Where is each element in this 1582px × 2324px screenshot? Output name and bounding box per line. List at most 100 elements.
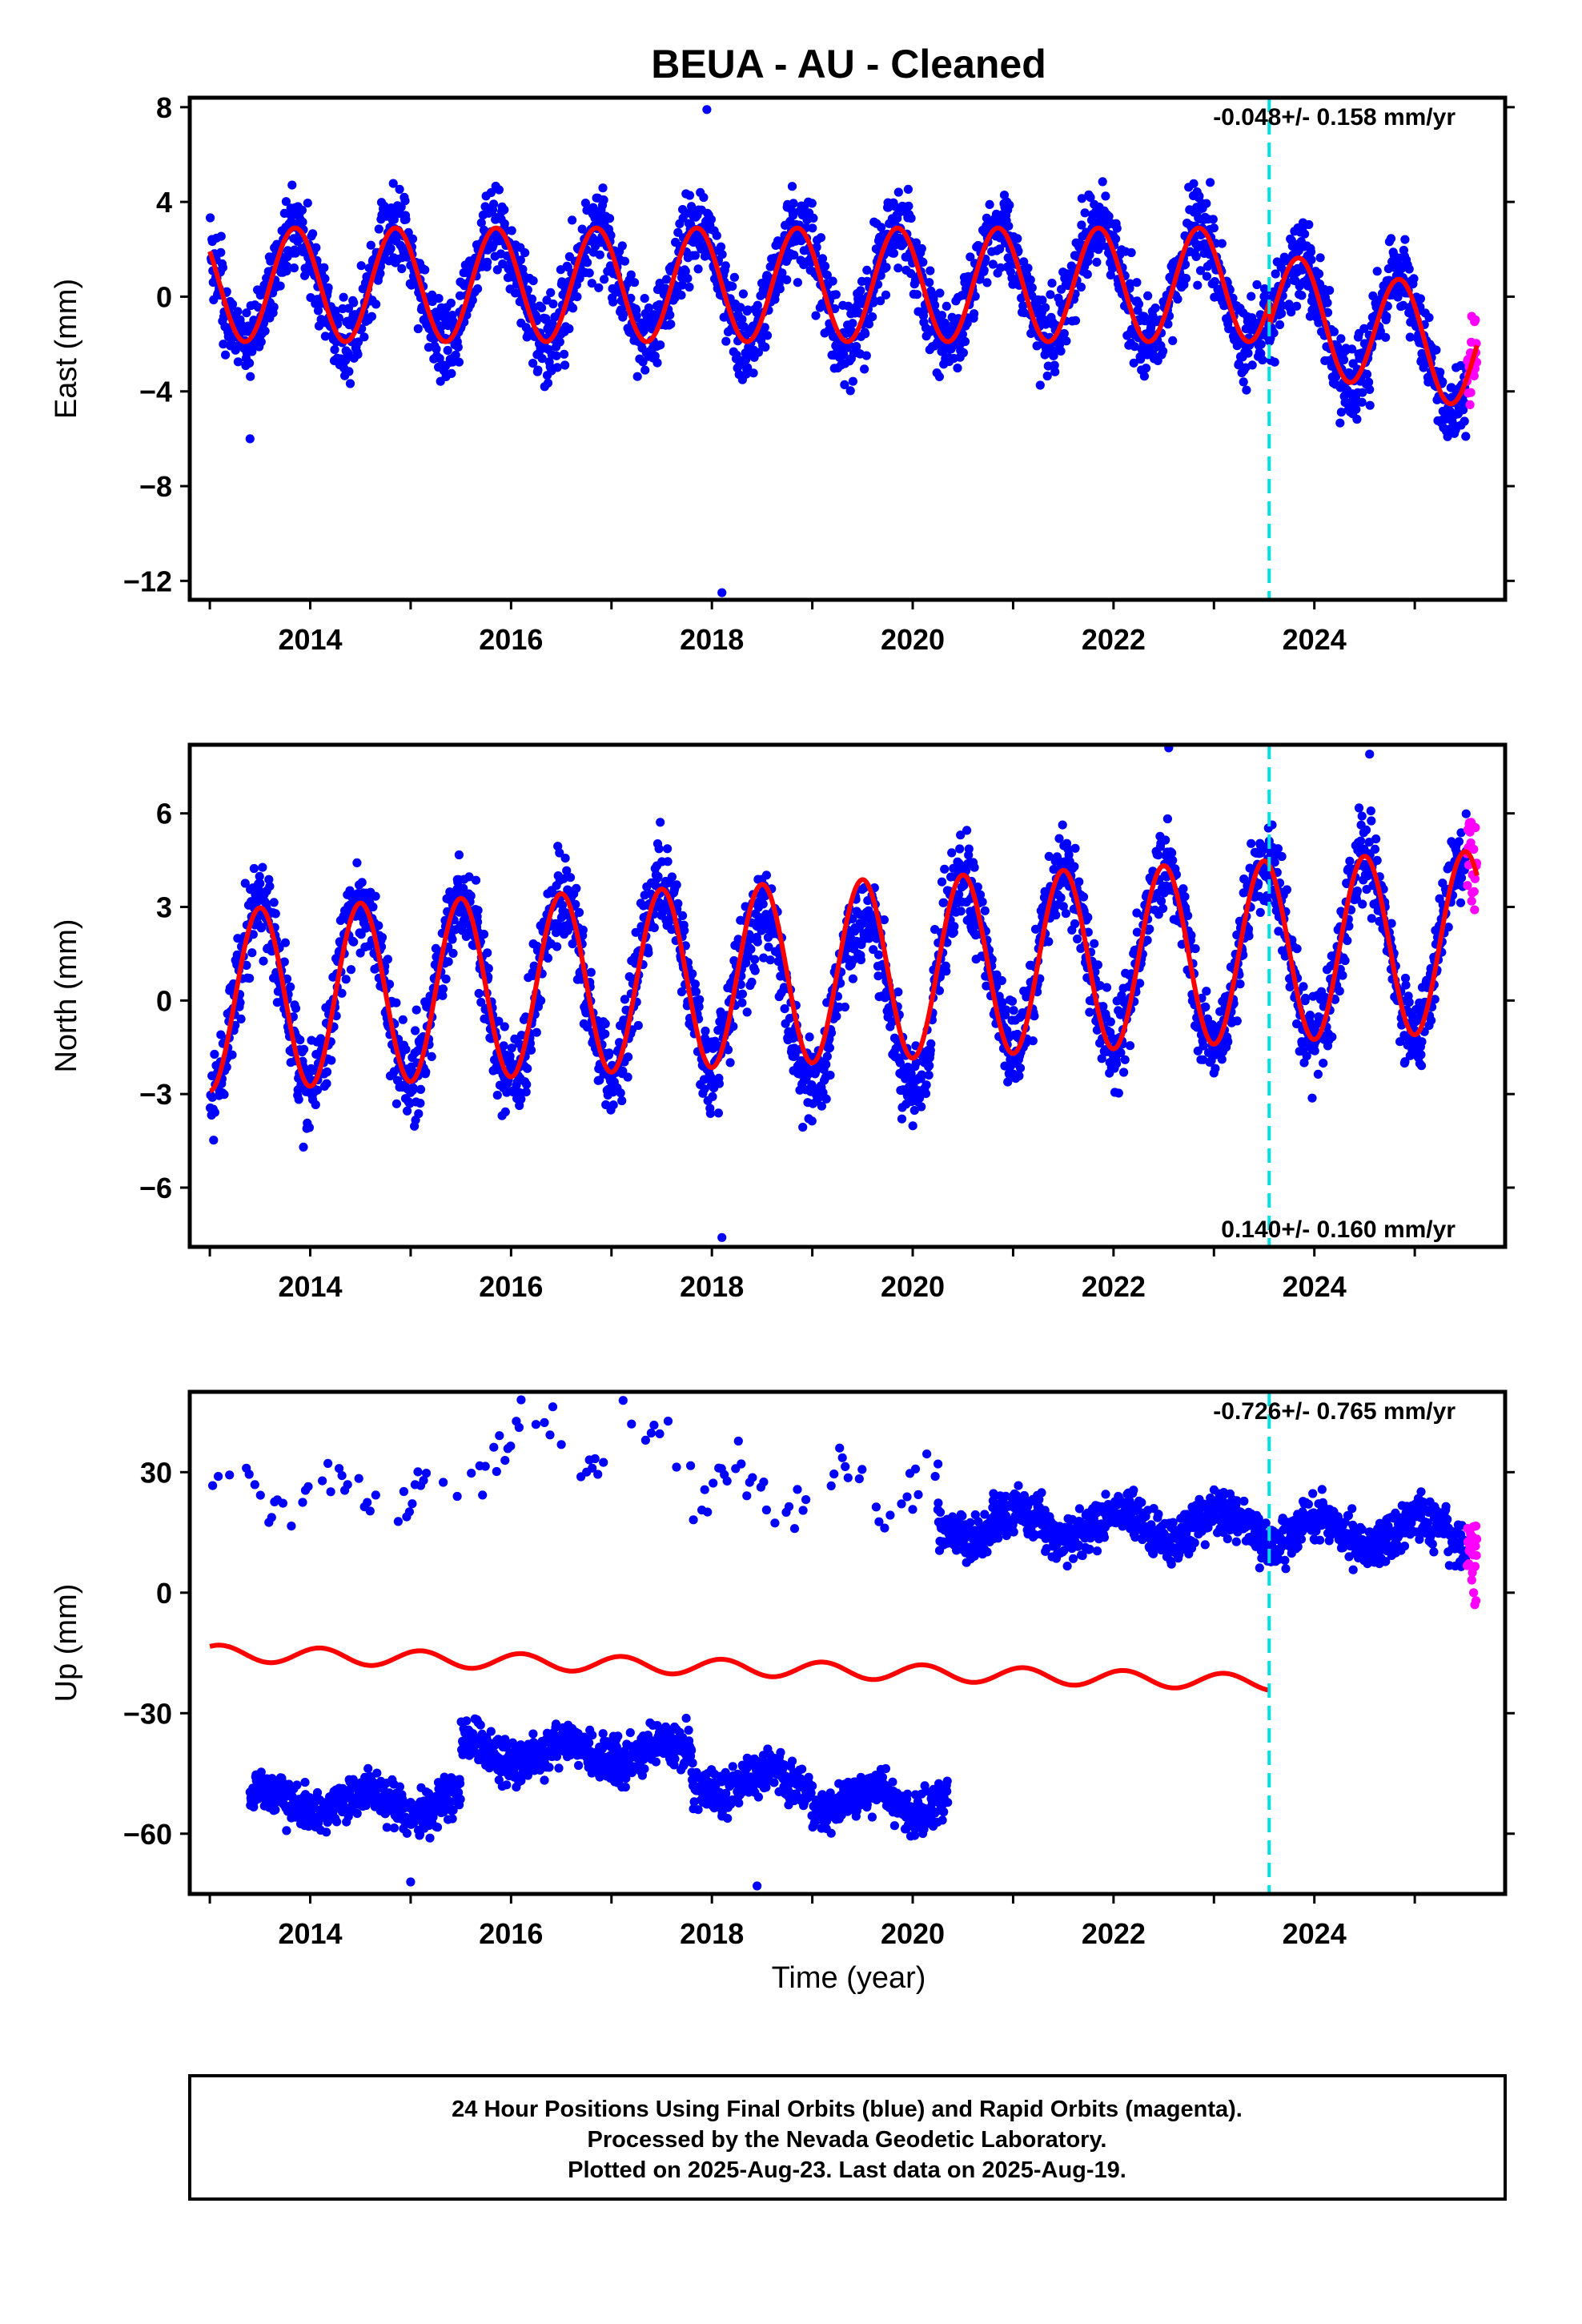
final-orbit-point — [1062, 336, 1071, 346]
final-orbit-point — [507, 226, 516, 235]
final-orbit-point — [1256, 340, 1266, 349]
final-orbit-point — [575, 273, 584, 283]
rapid-orbit-point — [1466, 388, 1476, 397]
final-orbit-point — [691, 987, 701, 996]
final-orbit-point — [391, 1099, 401, 1108]
final-orbit-point — [1129, 358, 1138, 368]
final-orbit-point — [608, 297, 618, 307]
final-orbit-point — [391, 998, 401, 1007]
final-orbit-point — [492, 265, 502, 275]
final-orbit-point — [926, 1039, 936, 1048]
final-orbit-point — [568, 215, 577, 225]
final-orbit-point — [1180, 259, 1191, 269]
final-orbit-point — [291, 1003, 301, 1013]
final-orbit-point — [454, 850, 464, 860]
final-orbit-point — [377, 933, 387, 943]
final-orbit-point — [245, 358, 255, 368]
final-orbit-point — [644, 948, 653, 958]
y-tick-label: 4 — [156, 186, 172, 219]
final-orbit-point — [958, 348, 968, 358]
final-orbit-point — [908, 1121, 917, 1131]
final-orbit-point — [522, 1080, 532, 1089]
final-orbit-point — [728, 282, 737, 292]
final-orbit-point — [1352, 414, 1362, 424]
final-orbit-point — [632, 372, 642, 381]
final-orbit-point — [533, 365, 543, 375]
velocity-label: -0.048+/- 0.158 mm/yr — [1213, 104, 1456, 131]
final-orbit-point — [341, 975, 351, 984]
final-orbit-point — [494, 185, 504, 195]
final-orbit-point — [1035, 380, 1045, 390]
final-orbit-point — [1007, 996, 1018, 1006]
final-orbit-point — [1026, 275, 1035, 285]
final-orbit-point — [255, 879, 265, 888]
final-orbit-point — [604, 1048, 614, 1058]
final-orbit-point — [672, 880, 681, 890]
final-orbit-point — [245, 434, 255, 444]
final-orbit-point — [1130, 342, 1139, 352]
final-orbit-point — [939, 898, 949, 907]
final-orbit-point — [1014, 1071, 1024, 1081]
final-orbit-point — [444, 957, 453, 967]
final-orbit-point — [761, 870, 772, 880]
final-orbit-point — [1252, 279, 1262, 290]
final-orbit-point — [537, 354, 547, 364]
final-orbit-point — [242, 308, 251, 318]
final-orbit-point — [1202, 987, 1211, 996]
final-orbit-point — [1077, 220, 1086, 230]
final-orbit-point — [1211, 1063, 1220, 1073]
final-orbit-point — [474, 988, 484, 999]
final-orbit-point — [572, 292, 582, 302]
final-orbit-point — [656, 340, 665, 350]
final-orbit-point — [265, 882, 275, 891]
final-orbit-point — [227, 339, 236, 348]
final-orbit-point — [821, 1059, 831, 1069]
final-orbit-point — [479, 930, 489, 939]
final-orbit-point — [245, 974, 255, 983]
final-orbit-point — [1125, 279, 1135, 288]
final-orbit-point — [808, 223, 817, 233]
final-orbit-point — [962, 826, 972, 835]
final-orbit-point — [1126, 247, 1136, 258]
final-orbit-point — [246, 372, 255, 381]
final-orbit-point — [473, 906, 483, 915]
final-orbit-point — [678, 911, 688, 920]
final-orbit-point — [1047, 279, 1057, 288]
final-orbit-point — [1168, 855, 1178, 865]
final-orbit-point — [1304, 219, 1314, 230]
final-orbit-point — [371, 300, 381, 309]
final-orbit-point — [881, 290, 891, 300]
final-orbit-point — [453, 343, 463, 352]
final-orbit-point — [661, 283, 670, 293]
final-orbit-point — [807, 199, 817, 208]
final-orbit-point — [1092, 257, 1102, 267]
final-orbit-point — [758, 899, 768, 909]
final-orbit-point — [793, 278, 803, 287]
final-orbit-point — [753, 937, 762, 947]
final-orbit-point — [299, 1044, 309, 1054]
final-orbit-point — [807, 1116, 817, 1126]
final-orbit-point — [349, 298, 359, 308]
final-orbit-point — [1002, 1005, 1011, 1015]
final-orbit-point — [489, 199, 499, 209]
final-orbit-point — [353, 350, 363, 360]
final-orbit-point — [917, 1102, 926, 1112]
final-orbit-point — [206, 213, 215, 223]
final-orbit-point — [1042, 371, 1052, 381]
final-orbit-point — [555, 337, 564, 347]
final-orbit-point — [438, 984, 448, 994]
final-orbit-point — [633, 1020, 643, 1031]
final-orbit-point — [1178, 884, 1188, 894]
final-orbit-point — [269, 898, 279, 907]
final-orbit-point — [568, 304, 578, 313]
final-orbit-point — [435, 354, 444, 364]
final-orbit-point — [345, 379, 355, 388]
final-orbit-point — [1080, 208, 1090, 218]
final-orbit-point — [397, 263, 407, 274]
final-orbit-point — [690, 979, 701, 989]
final-orbit-point — [753, 348, 764, 357]
final-orbit-point — [995, 244, 1005, 254]
final-orbit-point — [523, 1063, 532, 1073]
final-orbit-point — [991, 209, 1002, 219]
final-orbit-point — [578, 925, 588, 935]
